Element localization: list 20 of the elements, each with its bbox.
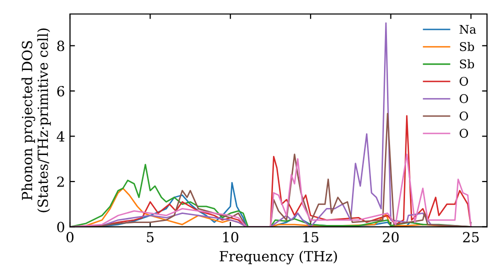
legend-label: O xyxy=(460,111,468,120)
x-tick-label: 10 xyxy=(223,232,238,242)
x-axis-title: Frequency (THz) xyxy=(220,250,337,264)
legend-label: Na xyxy=(460,24,476,34)
x-tick-label: 5 xyxy=(146,232,154,242)
y-tick-label: 6 xyxy=(57,86,64,96)
y-tick-label: 0 xyxy=(57,222,64,232)
legend-label: Sb xyxy=(460,42,474,52)
x-tick-label: 0 xyxy=(66,232,74,242)
y-tick-label: 2 xyxy=(57,176,64,187)
x-tick-label: 25 xyxy=(463,232,479,242)
y-axis-title: Phonon projected DOS (States/THz·primitive cell) xyxy=(22,28,51,212)
legend-label: O xyxy=(460,76,468,86)
legend-label: O xyxy=(460,94,468,104)
y-tick-label: 8 xyxy=(57,40,64,52)
y-tick-label: 4 xyxy=(56,131,64,142)
x-tick-label: 15 xyxy=(303,232,318,242)
legend-label: Sb xyxy=(460,59,474,68)
legend-label: O xyxy=(460,128,468,138)
x-tick-label: 20 xyxy=(382,232,399,242)
